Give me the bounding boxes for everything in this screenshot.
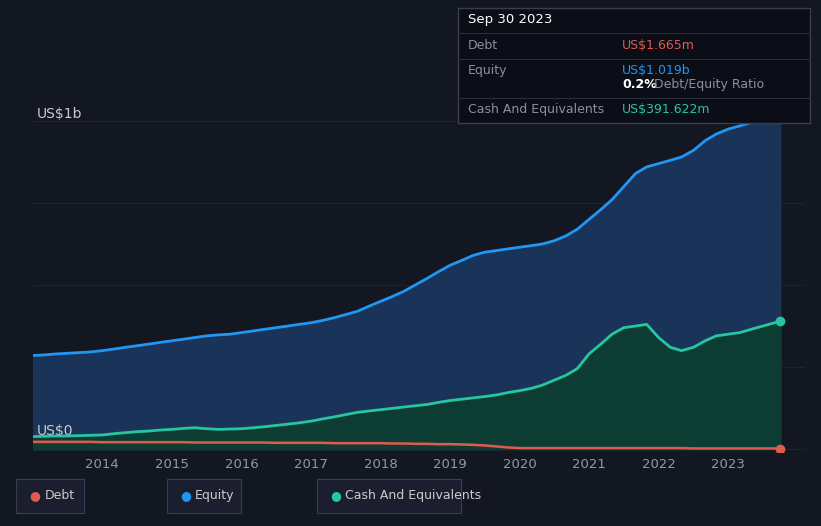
Text: ●: ●: [330, 489, 341, 502]
Text: Equity: Equity: [468, 64, 507, 77]
Text: 0.2%: 0.2%: [622, 78, 657, 92]
Text: Sep 30 2023: Sep 30 2023: [468, 13, 553, 26]
Text: Equity: Equity: [195, 489, 234, 502]
Text: US$391.622m: US$391.622m: [622, 103, 711, 116]
Text: Cash And Equivalents: Cash And Equivalents: [468, 103, 604, 116]
Text: US$1.665m: US$1.665m: [622, 39, 695, 52]
Text: Debt/Equity Ratio: Debt/Equity Ratio: [654, 78, 764, 92]
Text: Debt: Debt: [44, 489, 75, 502]
Text: US$0: US$0: [37, 424, 73, 438]
Text: US$1.019b: US$1.019b: [622, 64, 691, 77]
Text: Cash And Equivalents: Cash And Equivalents: [345, 489, 481, 502]
Text: ●: ●: [30, 489, 40, 502]
Text: US$1b: US$1b: [37, 107, 82, 121]
Text: ●: ●: [180, 489, 190, 502]
Text: Debt: Debt: [468, 39, 498, 52]
